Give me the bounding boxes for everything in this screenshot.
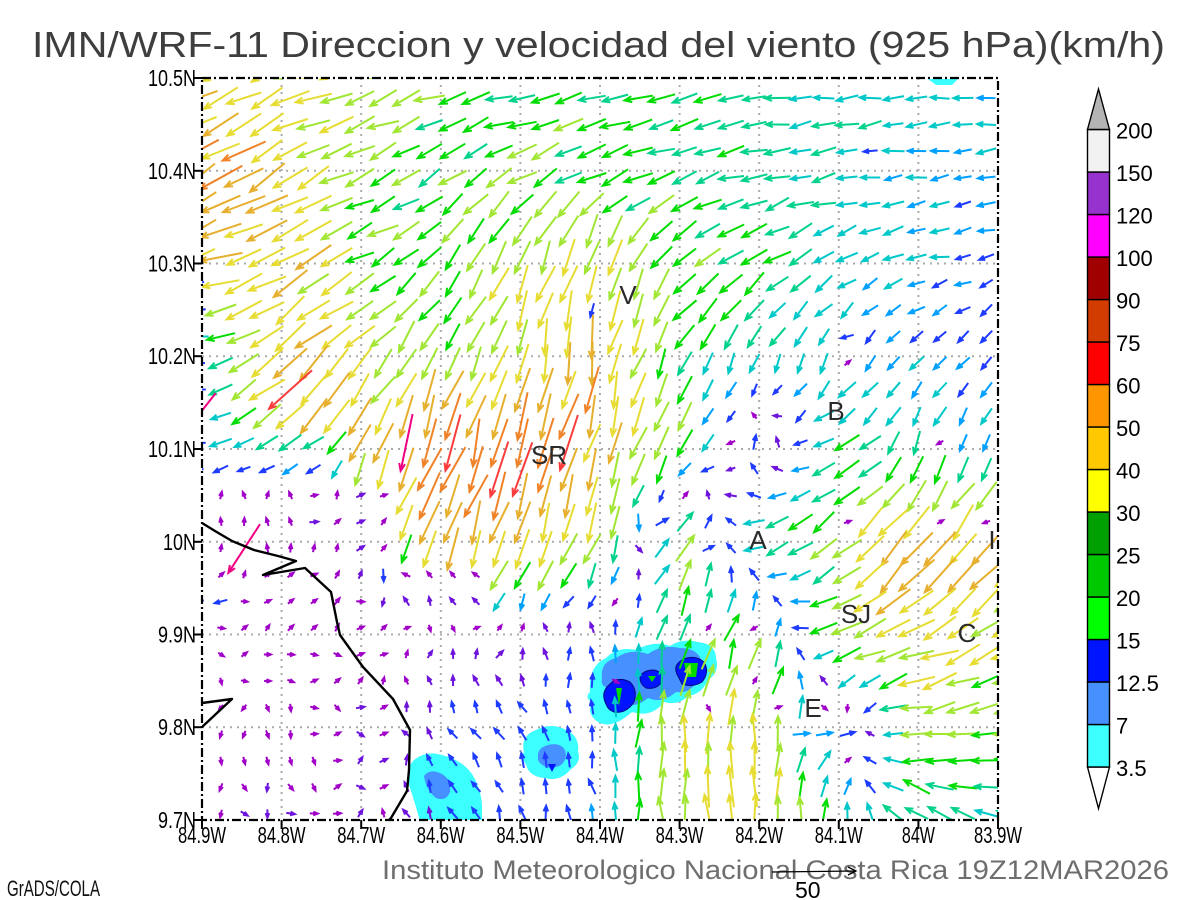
svg-text:84W: 84W [902, 822, 935, 848]
svg-text:E: E [804, 693, 821, 723]
svg-text:60: 60 [1116, 374, 1140, 399]
svg-text:120: 120 [1116, 204, 1153, 229]
svg-text:50: 50 [1116, 416, 1140, 441]
svg-text:9.8N: 9.8N [158, 714, 196, 740]
svg-text:84.1W: 84.1W [815, 822, 863, 848]
svg-text:12.5: 12.5 [1116, 671, 1159, 696]
svg-text:9.9N: 9.9N [158, 622, 196, 648]
svg-text:90: 90 [1116, 289, 1140, 314]
svg-text:9.7N: 9.7N [158, 807, 196, 833]
svg-text:C: C [958, 618, 977, 648]
svg-text:84.6W: 84.6W [417, 822, 465, 848]
svg-text:83.9W: 83.9W [974, 822, 1022, 848]
svg-text:SJ: SJ [841, 599, 871, 629]
svg-text:50: 50 [795, 877, 821, 900]
svg-text:V: V [619, 280, 637, 310]
svg-text:15: 15 [1116, 629, 1140, 654]
svg-text:200: 200 [1116, 119, 1153, 144]
svg-text:10.3N: 10.3N [148, 251, 196, 277]
svg-text:7: 7 [1116, 714, 1128, 739]
svg-text:40: 40 [1116, 459, 1140, 484]
svg-text:10.1N: 10.1N [148, 436, 196, 462]
svg-text:84.7W: 84.7W [337, 822, 385, 848]
svg-text:IMN/WRF-11 Direccion y velocid: IMN/WRF-11 Direccion y velocidad del vie… [32, 24, 1165, 65]
svg-text:A: A [749, 525, 767, 555]
svg-text:3.5: 3.5 [1116, 756, 1147, 781]
svg-text:84.9W: 84.9W [178, 822, 226, 848]
svg-text:84.8W: 84.8W [258, 822, 306, 848]
svg-text:75: 75 [1116, 331, 1140, 356]
svg-text:30: 30 [1116, 501, 1140, 526]
svg-text:150: 150 [1116, 161, 1153, 186]
svg-text:84.3W: 84.3W [656, 822, 704, 848]
svg-text:84.5W: 84.5W [496, 822, 544, 848]
svg-text:I: I [988, 525, 995, 555]
svg-text:10.2N: 10.2N [148, 343, 196, 369]
svg-text:25: 25 [1116, 544, 1140, 569]
svg-text:GrADS/COLA: GrADS/COLA [7, 876, 100, 900]
svg-text:10.5N: 10.5N [148, 65, 196, 91]
svg-text:10N: 10N [163, 529, 196, 555]
svg-text:SR: SR [531, 440, 567, 470]
svg-text:100: 100 [1116, 246, 1153, 271]
svg-text:B: B [827, 396, 844, 426]
svg-text:84.4W: 84.4W [576, 822, 624, 848]
svg-text:20: 20 [1116, 586, 1140, 611]
svg-text:Instituto Meteorologico Nacion: Instituto Meteorologico Nacional Costa R… [382, 855, 1169, 885]
svg-text:84.2W: 84.2W [735, 822, 783, 848]
svg-text:10.4N: 10.4N [148, 158, 196, 184]
